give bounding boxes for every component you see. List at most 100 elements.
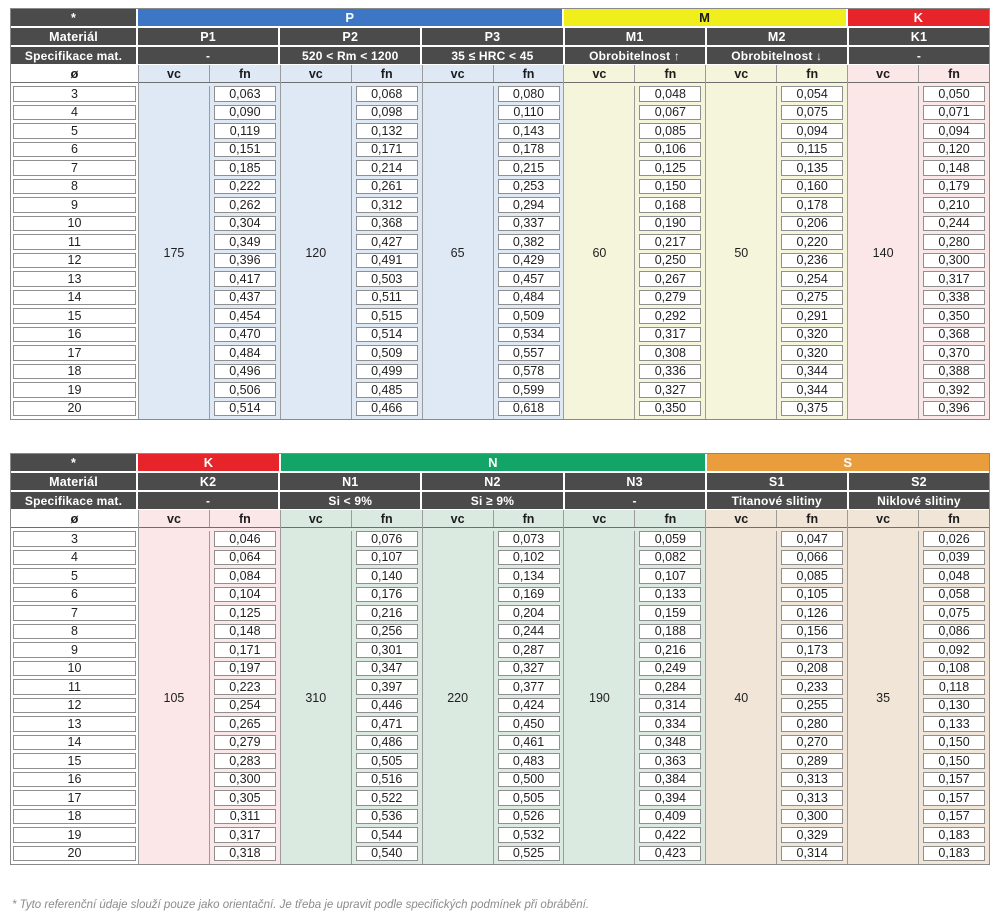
fn-value-cell: 0,179	[923, 178, 985, 194]
footnote: * Tyto referenční údaje slouží pouze jak…	[12, 899, 590, 911]
diameter-cell: 8	[13, 623, 136, 639]
specification-N2: Si ≥ 9%	[422, 492, 565, 509]
fn-value-cell: 0,291	[781, 308, 844, 324]
fn-value-cell: 0,080	[497, 86, 560, 102]
fn-value-cell: 0,160	[781, 178, 844, 194]
specification-K2: -	[138, 492, 281, 509]
vc-fn-subhead: vc fn	[139, 65, 280, 83]
fn-value-cell: 0,409	[639, 808, 702, 824]
fn-value-cell: 0,140	[355, 568, 418, 584]
fn-value-cell: 0,429	[497, 252, 560, 268]
fn-value-cell: 0,159	[639, 605, 702, 621]
diameter-symbol: ø	[11, 65, 138, 82]
fn-value-cell: 0,068	[355, 86, 418, 102]
fn-value-cell: 0,511	[355, 289, 418, 305]
diameter-cell: 19	[13, 382, 136, 398]
fn-value-cell: 0,233	[781, 679, 844, 695]
iso-group-band-K: K	[138, 454, 282, 471]
fn-value-cell: 0,496	[213, 363, 276, 379]
vc-value-P1: 175	[163, 245, 185, 260]
fn-value-cell: 0,484	[213, 345, 276, 361]
fn-value-cell: 0,150	[923, 753, 985, 769]
fn-header: fn	[634, 510, 705, 527]
fn-value-cell: 0,250	[639, 252, 702, 268]
fn-value-cell: 0,120	[923, 141, 985, 157]
vc-fn-body: 65 0,080 0,110 0,143 0,178 0,215 0,253 0,294 0,3…	[423, 86, 564, 419]
fn-header: fn	[918, 510, 989, 527]
fn-value-cell: 0,377	[497, 679, 560, 695]
fn-value-cell: 0,150	[639, 178, 702, 194]
fn-value-cell: 0,327	[639, 382, 702, 398]
fn-value-cell: 0,073	[497, 531, 560, 547]
fn-value-cell: 0,320	[781, 326, 844, 342]
fn-value-cell: 0,514	[355, 326, 418, 342]
fn-value-cell: 0,270	[781, 734, 844, 750]
fn-value-cell: 0,222	[213, 178, 276, 194]
diameter-cell: 19	[13, 827, 136, 843]
param-column-S2: vc fn 35 0,026 0,039 0,048 0,058 0,075 0,086 0,09…	[847, 510, 989, 864]
fn-value-cell: 0,066	[781, 549, 844, 565]
fn-value-cell: 0,536	[355, 808, 418, 824]
material-name-N2: N2	[422, 473, 565, 490]
fn-value-cell: 0,279	[213, 734, 276, 750]
specification-S1: Titanové slitiny	[706, 492, 849, 509]
vc-header: vc	[592, 66, 607, 81]
material-name-S1: S1	[706, 473, 849, 490]
fn-value-cell: 0,098	[355, 104, 418, 120]
fn-value-cell: 0,148	[213, 623, 276, 639]
fn-value-cell: 0,118	[923, 679, 985, 695]
fn-value-cell: 0,540	[355, 845, 418, 861]
diameter-cell: 3	[13, 531, 136, 547]
fn-value-cell: 0,317	[213, 827, 276, 843]
fn-stack-K1: 0,050 0,071 0,094 0,120 0,148 0,179 0,210 0,244…	[918, 86, 989, 419]
vc-header: vc	[734, 66, 749, 81]
fn-value-cell: 0,261	[355, 178, 418, 194]
vc-fn-body: 105 0,046 0,064 0,084 0,104 0,125 0,148 0,171 0,…	[139, 531, 280, 864]
fn-stack-S2: 0,026 0,039 0,048 0,058 0,075 0,086 0,092 0,108…	[918, 531, 989, 864]
fn-value-cell: 0,151	[213, 141, 276, 157]
fn-value-cell: 0,370	[923, 345, 985, 361]
material-name-P2: P2	[280, 28, 423, 45]
diameter-cell: 14	[13, 734, 136, 750]
fn-value-cell: 0,534	[497, 326, 560, 342]
fn-value-cell: 0,350	[639, 400, 702, 416]
diameter-symbol: ø	[11, 510, 138, 527]
fn-value-cell: 0,178	[497, 141, 560, 157]
fn-value-cell: 0,255	[781, 697, 844, 713]
fn-value-cell: 0,317	[639, 326, 702, 342]
fn-value-cell: 0,107	[355, 549, 418, 565]
fn-value-cell: 0,397	[355, 679, 418, 695]
page: * P M K Materiál P1 P2 P3 M1 M2 K1 Specifikace mat.…	[10, 8, 990, 911]
fn-value-cell: 0,244	[497, 623, 560, 639]
fn-value-cell: 0,305	[213, 790, 276, 806]
fn-value-cell: 0,300	[781, 808, 844, 824]
fn-value-cell: 0,427	[355, 234, 418, 250]
fn-value-cell: 0,254	[781, 271, 844, 287]
fn-value-cell: 0,178	[781, 197, 844, 213]
diameter-cell: 8	[13, 178, 136, 194]
specification-S2: Niklové slitiny	[848, 492, 990, 509]
fn-value-cell: 0,183	[923, 827, 985, 843]
fn-value-cell: 0,392	[923, 382, 985, 398]
diameter-cell: 13	[13, 271, 136, 287]
diameter-cell: 10	[13, 215, 136, 231]
material-name-K2: K2	[138, 473, 281, 490]
fn-header: fn	[208, 65, 280, 82]
fn-value-cell: 0,338	[923, 289, 985, 305]
vc-value-K2: 105	[163, 690, 185, 705]
fn-value-cell: 0,133	[639, 586, 702, 602]
fn-value-cell: 0,134	[497, 568, 560, 584]
fn-value-cell: 0,375	[781, 400, 844, 416]
diameter-cell: 5	[13, 123, 136, 139]
vc-fn-body: 220 0,073 0,102 0,134 0,169 0,204 0,244 0,287 0,…	[423, 531, 564, 864]
fn-value-cell: 0,336	[639, 363, 702, 379]
vc-header: vc	[592, 511, 607, 526]
diameter-cell: 6	[13, 141, 136, 157]
fn-value-cell: 0,216	[639, 642, 702, 658]
fn-header: fn	[350, 510, 422, 527]
fn-value-cell: 0,320	[781, 345, 844, 361]
fn-value-cell: 0,466	[355, 400, 418, 416]
fn-value-cell: 0,461	[497, 734, 560, 750]
fn-value-cell: 0,039	[923, 549, 985, 565]
fn-value-cell: 0,223	[213, 679, 276, 695]
